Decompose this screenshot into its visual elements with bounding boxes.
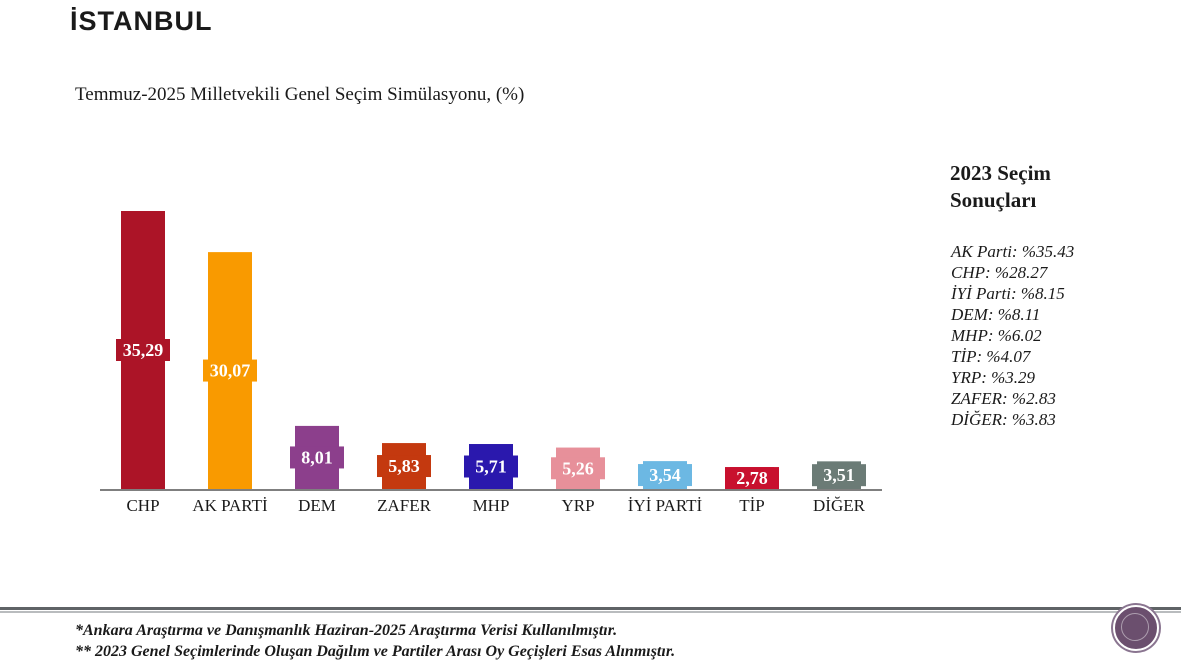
data-label-box bbox=[551, 457, 605, 480]
data-label: 3,54 bbox=[649, 465, 681, 485]
category-label: ZAFER bbox=[377, 496, 432, 515]
category-label: CHP bbox=[126, 496, 159, 515]
data-label: 35,29 bbox=[123, 340, 164, 360]
footer-divider-light bbox=[0, 611, 1181, 613]
category-label: AK PARTİ bbox=[192, 496, 268, 515]
logo-badge-icon bbox=[1113, 605, 1159, 651]
data-label-box bbox=[290, 446, 344, 469]
results-item: DEM: %8.11 bbox=[951, 305, 1041, 324]
category-label: MHP bbox=[473, 496, 510, 515]
page-title: İSTANBUL bbox=[70, 6, 213, 36]
data-label: 5,71 bbox=[475, 457, 507, 477]
footnote-source: *Ankara Araştırma ve Danışmanlık Haziran… bbox=[75, 622, 618, 639]
data-label-box bbox=[725, 467, 779, 490]
category-label: TİP bbox=[739, 496, 765, 515]
results-2023-heading: 2023 Seçim Sonuçları bbox=[950, 160, 1150, 214]
data-label-box bbox=[638, 464, 692, 487]
results-item: MHP: %6.02 bbox=[951, 326, 1042, 345]
results-item: AK Parti: %35.43 bbox=[951, 242, 1075, 261]
bar-chart: 35,29 CHP 30,07 AK PARTİ 8,01 DEM 5,83 ZAFER 5,7… bbox=[100, 211, 882, 515]
data-label: 8,01 bbox=[301, 447, 333, 467]
data-label: 3,51 bbox=[823, 465, 855, 485]
category-label: İYİ PARTİ bbox=[628, 496, 703, 515]
results-item: YRP: %3.29 bbox=[951, 368, 1036, 387]
chart-title: Temmuz-2025 Milletvekili Genel Seçim Sim… bbox=[75, 84, 525, 105]
data-label-box bbox=[116, 339, 170, 361]
data-label-box bbox=[464, 455, 518, 478]
data-label: 5,26 bbox=[562, 458, 594, 478]
data-label-box bbox=[203, 359, 257, 382]
category-label: DEM bbox=[298, 496, 336, 515]
category-label: DİĞER bbox=[813, 496, 866, 515]
results-heading-line1: 2023 Seçim bbox=[950, 161, 1051, 185]
data-label-box bbox=[377, 455, 431, 478]
footer-divider bbox=[0, 607, 1181, 610]
results-item: CHP: %28.27 bbox=[951, 263, 1048, 282]
data-label: 2,78 bbox=[736, 468, 768, 488]
footnote-method: ** 2023 Genel Seçimlerinde Oluşan Dağılı… bbox=[75, 643, 676, 660]
data-label-box bbox=[812, 464, 866, 487]
results-item: DİĞER: %3.83 bbox=[951, 410, 1056, 429]
data-label: 5,83 bbox=[388, 456, 420, 476]
category-label: YRP bbox=[561, 496, 594, 515]
results-2023-list: AK Parti: %35.43 CHP: %28.27 İYİ Parti: … bbox=[951, 241, 1074, 430]
results-heading-line2: Sonuçları bbox=[950, 188, 1037, 212]
results-item: TİP: %4.07 bbox=[951, 347, 1031, 366]
results-item: ZAFER: %2.83 bbox=[951, 389, 1056, 408]
results-item: İYİ Parti: %8.15 bbox=[951, 284, 1065, 303]
data-label: 30,07 bbox=[210, 361, 251, 381]
